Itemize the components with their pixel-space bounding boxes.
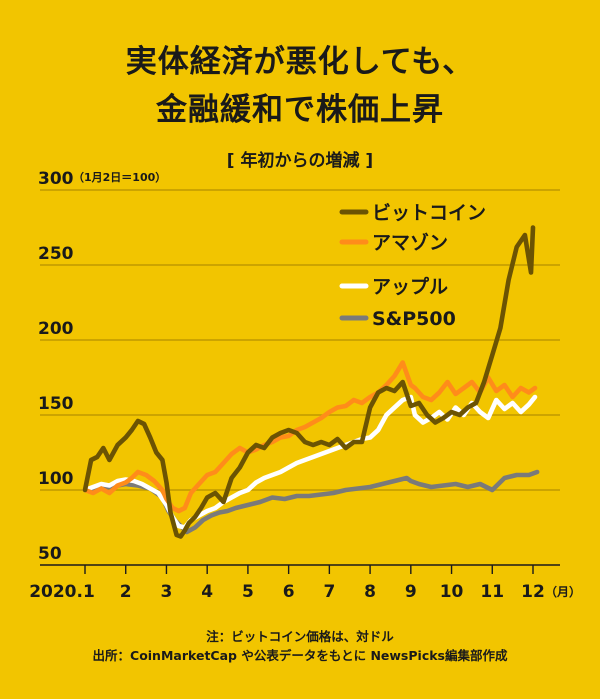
legend-label: アップル [372,275,448,298]
y-tick-label: 250 [38,244,74,264]
x-tick-label: 11 [480,582,504,602]
x-tick-label: 10 [440,582,464,602]
x-tick-label: 8 [364,582,376,602]
chart-title-line2: 金融緩和で株価上昇 [156,92,444,128]
chart-title-line1: 実体経済が悪化しても、 [125,44,475,80]
note-line: 注：ビットコイン価格は、対ドル [206,629,394,644]
chart-subtitle: [ 年初からの増減 ] [226,151,374,171]
y-tick-label: 100 [38,469,74,489]
x-tick-label: 7 [323,582,335,602]
legend-label: アマゾン [372,232,448,254]
axes: 300 250 200 150 100 50 （1月2日＝100） 2020.1 2 3 4 5 6 7 8… [29,169,581,602]
series-line [82,225,536,539]
source-line: 出所：CoinMarketCap や公表データをもとに NewsPicks編集部… [92,648,508,663]
x-tick-label: 5 [242,582,254,602]
series-line [82,394,538,530]
y-tick-label: 150 [38,394,74,414]
x-tick-label: 2020.1 [29,582,95,602]
y-axis-note: （1月2日＝100） [73,171,166,184]
x-tick-label: 2 [120,582,132,602]
x-tick-label: 9 [405,582,417,602]
legend-label: ビットコイン [372,202,486,224]
y-tick-label: 50 [38,544,62,564]
y-tick-label: 300 [38,169,74,189]
series-line [82,360,538,514]
x-axis-unit: （月） [545,584,581,599]
x-tick-label: 3 [161,582,173,602]
x-tick-label: 6 [283,582,295,602]
x-tick-label: 12 [521,582,545,602]
y-tick-label: 200 [38,319,74,339]
legend-label: S&P500 [372,308,456,330]
x-tick-label: 4 [201,582,213,602]
grid-lines [40,189,560,491]
series-lines [82,225,540,539]
